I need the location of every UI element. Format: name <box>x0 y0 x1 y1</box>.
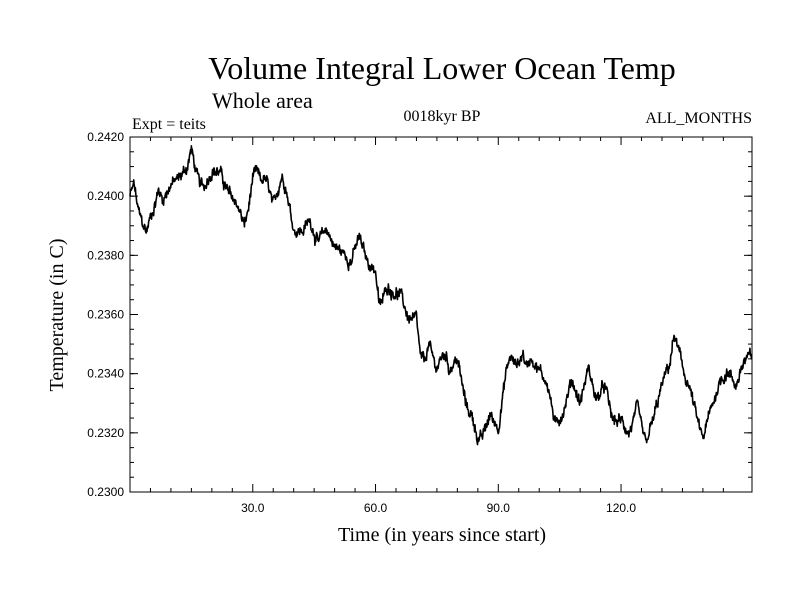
x-tick-label: 30.0 <box>241 501 265 515</box>
y-tick-label: 0.2360 <box>87 308 124 322</box>
period-label: 0018kyr BP <box>404 108 481 125</box>
x-tick-label: 60.0 <box>364 501 388 515</box>
y-tick-label: 0.2380 <box>87 248 124 262</box>
axes: 0.2300 0.2320 0.2340 0.2360 0.2380 0.2400 0.24… <box>87 130 752 515</box>
months-label: ALL_MONTHS <box>645 110 752 127</box>
experiment-label: Expt = teits <box>132 116 206 133</box>
x-tick-label: 120.0 <box>606 501 636 515</box>
plot-area <box>129 145 753 446</box>
x-tick-label: 90.0 <box>487 501 511 515</box>
x-axis-label: Time (in years since start) <box>338 524 546 546</box>
y-tick-label: 0.2300 <box>87 485 124 499</box>
y-tick-label: 0.2400 <box>87 189 124 203</box>
series-line-teits <box>129 145 753 446</box>
y-tick-label: 0.2420 <box>87 130 124 144</box>
y-axis-label: Temperature (in C) <box>46 239 68 392</box>
plot-frame <box>129 136 753 493</box>
y-tick-label: 0.2340 <box>87 367 124 381</box>
chart-subtitle: Whole area <box>212 88 313 113</box>
chart-title: Volume Integral Lower Ocean Temp <box>208 50 676 86</box>
y-tick-label: 0.2320 <box>87 426 124 440</box>
